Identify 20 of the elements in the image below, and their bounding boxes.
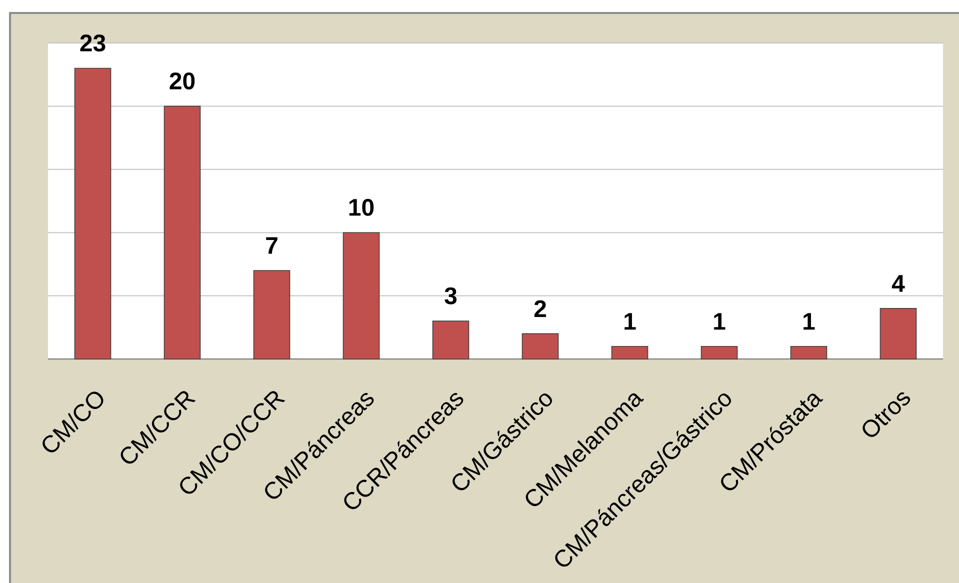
bar <box>342 232 380 360</box>
data-label: 3 <box>444 287 457 304</box>
bar <box>790 346 828 360</box>
data-label: 1 <box>624 313 636 330</box>
bar <box>880 308 917 360</box>
bar <box>611 346 648 360</box>
bar <box>522 333 559 360</box>
bar <box>700 346 738 360</box>
data-label: 10 <box>349 198 374 216</box>
data-label: 1 <box>714 313 726 330</box>
bar <box>253 270 290 360</box>
bar <box>432 320 470 360</box>
data-label: 20 <box>170 72 195 90</box>
data-label: 7 <box>266 237 278 254</box>
bar <box>164 106 201 360</box>
data-label: 2 <box>534 300 546 317</box>
data-label: 4 <box>892 275 905 292</box>
data-label: 1 <box>804 313 815 330</box>
bar <box>74 68 112 360</box>
data-label: 23 <box>80 34 106 52</box>
